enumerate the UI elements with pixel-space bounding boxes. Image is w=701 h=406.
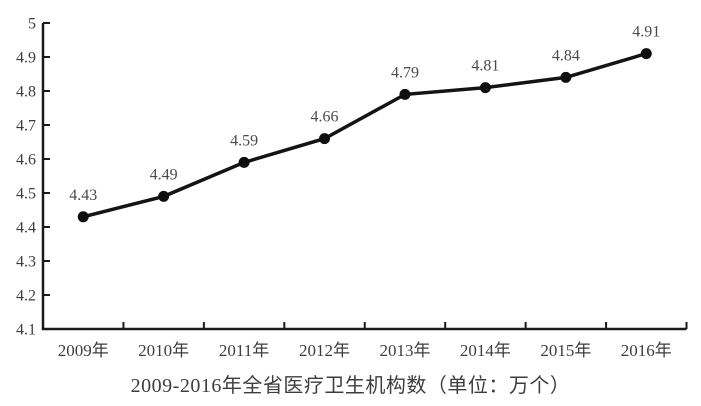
x-axis-label: 2015年 — [540, 341, 591, 360]
y-tick-label: 4.1 — [16, 322, 36, 339]
data-point-label: 4.43 — [69, 187, 97, 204]
x-axis-label: 2011年 — [219, 341, 269, 360]
data-point-label: 4.66 — [311, 109, 339, 126]
x-axis-label: 2016年 — [621, 341, 672, 360]
data-point-marker — [560, 71, 572, 83]
x-axis-label: 2014年 — [460, 341, 511, 360]
y-tick-label: 4.4 — [16, 220, 36, 237]
data-point-label: 4.49 — [150, 166, 178, 183]
data-point-label: 4.81 — [471, 58, 499, 75]
series-line — [81, 51, 649, 219]
data-point-label: 4.84 — [552, 47, 580, 64]
data-point-marker — [238, 156, 250, 168]
data-point-marker — [479, 82, 491, 94]
data-point-marker — [158, 190, 170, 202]
x-axis-label: 2012年 — [299, 341, 350, 360]
data-point-label: 4.79 — [391, 64, 419, 81]
data-point-marker — [640, 48, 652, 60]
y-tick-label: 4.9 — [16, 50, 36, 67]
y-tick-label: 4.6 — [16, 152, 36, 169]
data-point-marker — [399, 88, 411, 100]
x-axis-label: 2013年 — [379, 341, 430, 360]
y-tick-label: 5 — [28, 16, 36, 33]
data-point-label: 4.59 — [230, 132, 258, 149]
x-axis-label: 2010年 — [138, 341, 189, 360]
data-point-marker — [319, 133, 331, 145]
chart-title: 2009-2016年全省医疗卫生机构数（单位：万个） — [130, 375, 571, 397]
y-tick-label: 4.2 — [16, 288, 36, 305]
y-tick-label: 4.7 — [16, 118, 36, 135]
data-point-label: 4.91 — [632, 24, 660, 41]
data-point-marker — [77, 211, 89, 223]
y-tick-label: 4.8 — [16, 84, 36, 101]
x-axis-label: 2009年 — [58, 341, 109, 360]
y-tick-label: 4.5 — [16, 186, 36, 203]
y-tick-label: 4.3 — [16, 254, 36, 271]
line-chart-plot: 4.1 4.2 4.3 4.4 4.5 4.6 4.7 4.8 4.9 5 2009年 2010年 20… — [16, 16, 688, 360]
